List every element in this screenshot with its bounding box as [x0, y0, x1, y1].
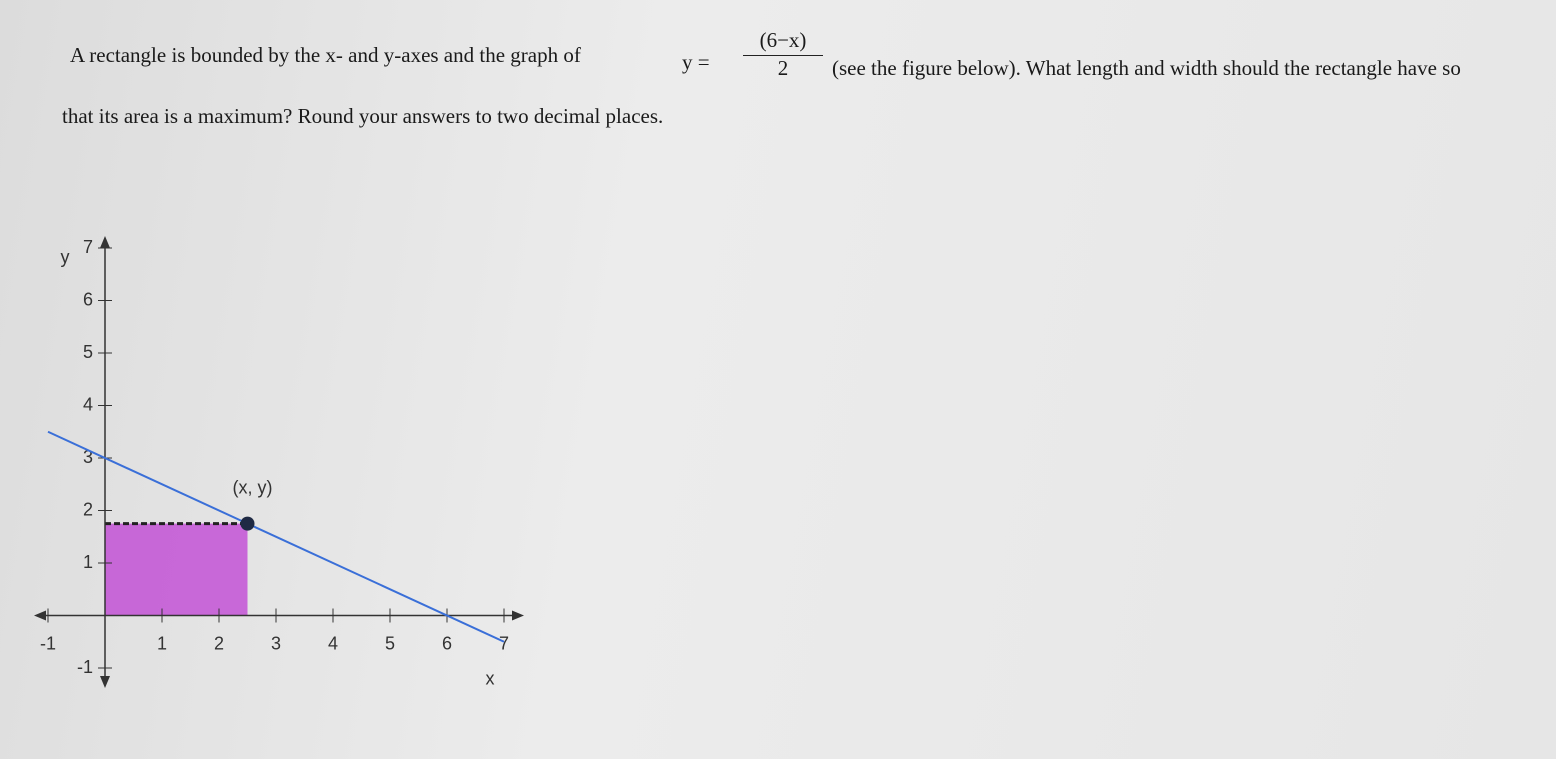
x-tick-label: 4 — [328, 633, 338, 653]
arrow — [100, 236, 110, 248]
y-tick-label: 7 — [83, 237, 93, 257]
y-axis-label: y — [61, 247, 70, 267]
arrow — [100, 676, 110, 688]
y-tick-label: 6 — [83, 289, 93, 309]
y-tick-label: 4 — [83, 394, 93, 414]
rectangle — [105, 523, 248, 616]
y-tick-label: -1 — [77, 657, 93, 677]
formula-fraction: (6−x) 2 — [743, 28, 823, 81]
x-axis-label: x — [486, 668, 495, 688]
graph-line — [47, 430, 505, 643]
formula-lhs: y = — [682, 50, 710, 74]
y-tick-label: 2 — [83, 499, 93, 519]
point-label: (x, y) — [233, 477, 273, 497]
x-tick-label: 1 — [157, 633, 167, 653]
x-tick-label: 7 — [499, 633, 509, 653]
y-tick-label: 1 — [83, 552, 93, 572]
x-tick-label: 3 — [271, 633, 281, 653]
formula-numerator: (6−x) — [743, 28, 823, 56]
question-text: A rectangle is bounded by the x- and y-a… — [70, 43, 581, 67]
question-text: that its area is a maximum? Round your a… — [62, 104, 664, 128]
x-tick-label: -1 — [40, 633, 56, 653]
question-text: (see the figure below). What length and … — [832, 56, 1461, 80]
arrow — [34, 610, 46, 621]
x-tick-label: 6 — [442, 633, 452, 653]
x-tick-label: 5 — [385, 633, 395, 653]
formula-denominator: 2 — [777, 56, 789, 80]
arrow — [512, 610, 524, 621]
x-tick-label: 2 — [214, 633, 224, 653]
point — [240, 516, 255, 531]
y-tick-label: 3 — [83, 447, 93, 467]
y-tick-label: 5 — [83, 342, 93, 362]
